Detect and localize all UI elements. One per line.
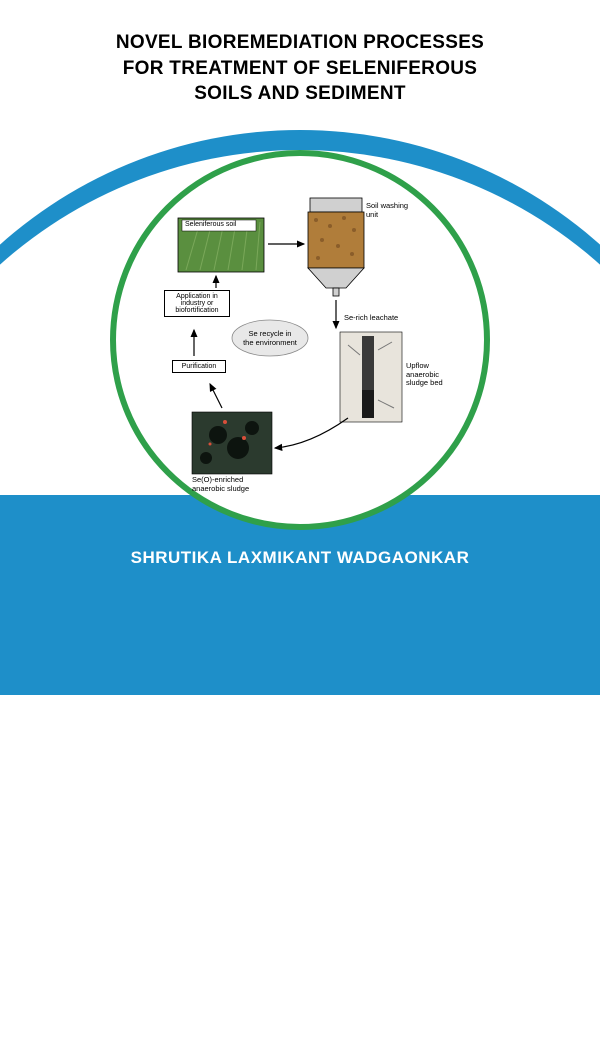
title-line-1: NOVEL BIOREMEDIATION PROCESSES <box>116 32 484 53</box>
book-cover: NOVEL BIOREMEDIATION PROCESSES FOR TREAT… <box>0 0 600 600</box>
title-line-2: FOR TREATMENT OF SELENIFEROUS <box>123 58 478 79</box>
label-seleniferous-soil: Seleniferous soil <box>185 221 236 229</box>
title-line-3: SOILS AND SEDIMENT <box>194 83 406 104</box>
box-purification: Purification <box>172 360 226 373</box>
label-se-rich-leachate: Se-rich leachate <box>344 314 398 323</box>
diagram-svg <box>130 170 470 510</box>
label-upflow: Upflow anaerobic sludge bed <box>406 362 443 388</box>
process-diagram: Seleniferous soil Soil washing unit Se-r… <box>130 170 470 510</box>
author-name: SHRUTIKA LAXMIKANT WADGAONKAR <box>0 548 600 568</box>
label-soil-washing: Soil washing unit <box>366 202 408 219</box>
book-title: NOVEL BIOREMEDIATION PROCESSES FOR TREAT… <box>50 30 550 107</box>
label-se0-sludge: Se(O)-enriched anaerobic sludge <box>192 476 249 493</box>
box-application: Application in industry or biofortificat… <box>164 290 230 317</box>
label-se-recycle: Se recycle in the environment <box>242 330 298 347</box>
